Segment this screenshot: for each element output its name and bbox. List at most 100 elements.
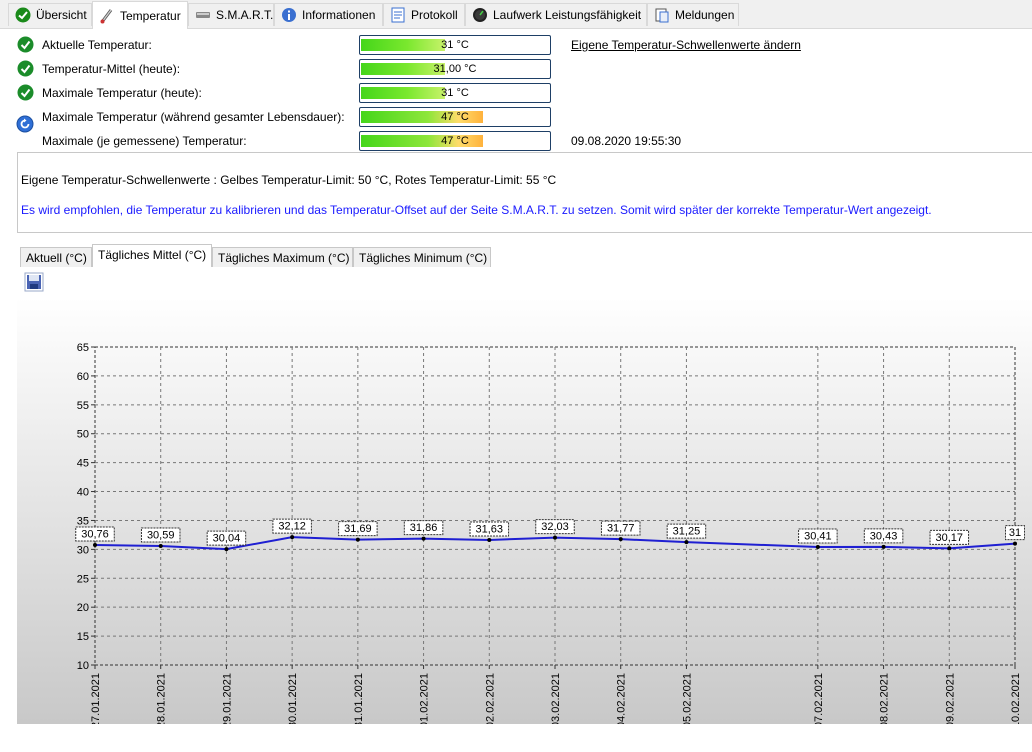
- log-icon: [390, 7, 406, 23]
- chart-tab-maximum[interactable]: Tägliches Maximum (°C): [212, 247, 353, 267]
- chart-tab-mittel[interactable]: Tägliches Mittel (°C): [92, 244, 212, 267]
- temperature-row: Aktuelle Temperatur: 31 °C Eigene Temperat…: [0, 35, 1032, 55]
- chart-tab-aktuell[interactable]: Aktuell (°C): [20, 247, 92, 267]
- temperature-bar: 31,00 °C: [359, 59, 551, 79]
- y-tick-label: 10: [77, 660, 89, 672]
- tab-label: Protokoll: [411, 8, 458, 22]
- data-label-box: [863, 528, 904, 544]
- temperature-bar-fill: [361, 63, 445, 75]
- y-tick-label: 50: [77, 429, 89, 441]
- temperature-bar: 47 °C: [359, 131, 551, 151]
- x-tick-label: 29.01.2021: [221, 673, 233, 724]
- data-label-box: [75, 526, 115, 542]
- data-point: [684, 540, 689, 545]
- calibration-hint: Es wird empfohlen, die Temperatur zu kal…: [21, 203, 932, 217]
- data-label-box: [929, 529, 970, 545]
- tab-laufwerk-leistung[interactable]: Laufwerk Leistungsfähigkeit: [465, 3, 647, 26]
- threshold-text: Eigene Temperatur-Schwellenwerte : Gelbe…: [21, 173, 557, 187]
- tab-informationen[interactable]: Informationen: [274, 3, 383, 26]
- data-label-box: [338, 521, 378, 537]
- x-tick-label: 27.01.2021: [90, 673, 102, 724]
- x-tick-label: 02.02.2021: [484, 673, 496, 724]
- x-tick-label: 05.02.2021: [681, 673, 693, 724]
- x-tick-label: 01.02.2021: [419, 673, 431, 724]
- y-tick-label: 30: [77, 544, 89, 556]
- temperature-bar-fill: [361, 39, 445, 51]
- temperature-row: Temperatur-Mittel (heute): 31,00 °C: [0, 59, 1032, 79]
- temperature-bar-fill: [361, 87, 445, 99]
- data-label-box: [272, 518, 312, 534]
- data-label: 32,03: [541, 521, 569, 533]
- data-point: [553, 535, 557, 540]
- x-tick-label: 30.01.2021: [287, 673, 299, 724]
- x-tick-label: 10.02.2021: [1010, 673, 1022, 724]
- tab-uebersicht[interactable]: Übersicht: [8, 3, 92, 26]
- temperature-bar: 47 °C: [359, 107, 551, 127]
- x-tick-label: 31.01.2021: [353, 673, 365, 724]
- y-tick-label: 35: [77, 515, 89, 527]
- data-label: 31,69: [344, 523, 372, 535]
- data-label: 30,41: [804, 530, 832, 542]
- temperature-label: Maximale (je gemessene) Temperatur:: [42, 134, 247, 148]
- data-point: [1013, 541, 1017, 546]
- y-tick-label: 40: [77, 487, 89, 499]
- data-label: 30,17: [936, 532, 964, 544]
- tab-smart[interactable]: S.M.A.R.T.: [188, 3, 274, 26]
- data-point: [947, 546, 952, 551]
- timestamp: 09.08.2020 19:55:30: [571, 134, 682, 148]
- temperature-value: 31 °C: [441, 39, 469, 51]
- temperature-label: Maximale Temperatur (heute):: [42, 86, 202, 100]
- refresh-icon[interactable]: [16, 115, 34, 133]
- chart-tab-minimum[interactable]: Tägliches Minimum (°C): [353, 247, 491, 267]
- data-point: [421, 536, 426, 541]
- data-label: 30,59: [147, 529, 175, 541]
- x-tick-label: 09.02.2021: [944, 673, 956, 724]
- message-icon: [654, 7, 670, 23]
- x-tick-label: 07.02.2021: [813, 673, 825, 724]
- x-tick-label: 08.02.2021: [879, 673, 891, 724]
- y-tick-label: 25: [77, 573, 89, 585]
- data-label-box: [798, 528, 838, 544]
- data-point: [158, 543, 163, 548]
- temperature-row: Maximale Temperatur (heute): 31 °C: [0, 83, 1032, 103]
- data-label-box: [1005, 525, 1025, 541]
- tab-temperatur[interactable]: Temperatur: [92, 1, 188, 29]
- check-icon: [17, 84, 34, 101]
- tab-label: Laufwerk Leistungsfähigkeit: [493, 8, 642, 22]
- check-circle-icon: [15, 7, 31, 23]
- change-thresholds-link[interactable]: Eigene Temperatur-Schwellenwerte ändern: [571, 38, 801, 52]
- save-icon[interactable]: [24, 272, 44, 292]
- data-label-box: [469, 521, 510, 537]
- y-tick-label: 15: [77, 631, 89, 643]
- x-tick-label: 03.02.2021: [550, 673, 562, 724]
- temperature-line-chart: 10 15 20 25 30 35 40 45 50 55 60 65 27.01.2021 28.01.…: [17, 298, 1032, 728]
- x-tick-label: 28.01.2021: [156, 673, 168, 724]
- main-tabbar: Übersicht Temperatur S.M.A.R.T. Informat…: [0, 0, 1032, 29]
- data-label-box: [403, 520, 444, 536]
- info-icon: [281, 7, 297, 23]
- series-line: [94, 536, 1016, 551]
- data-label-box: [666, 523, 707, 539]
- temperature-bar: 31 °C: [359, 83, 551, 103]
- temperature-value: 47 °C: [441, 135, 469, 147]
- chart-area: 10 15 20 25 30 35 40 45 50 55 60 65 27.01.2021 28.01.…: [17, 268, 1032, 728]
- tab-label: Temperatur: [120, 8, 181, 23]
- tab-protokoll[interactable]: Protokoll: [383, 3, 465, 26]
- data-label-box: [140, 527, 181, 543]
- data-point: [290, 535, 295, 540]
- data-label: 31,77: [607, 523, 635, 535]
- threshold-info-box: Eigene Temperatur-Schwellenwerte : Gelbe…: [17, 152, 1032, 233]
- data-label-box: [206, 530, 247, 546]
- y-tick-label: 60: [77, 371, 89, 383]
- temperature-value: 47 °C: [441, 111, 469, 123]
- chart-background: [17, 298, 1032, 724]
- temperature-label: Aktuelle Temperatur:: [42, 38, 152, 52]
- data-label: 32,12: [278, 521, 306, 533]
- data-label: 31,25: [673, 526, 701, 538]
- data-label-box: [535, 519, 575, 535]
- tab-label: S.M.A.R.T.: [216, 8, 274, 22]
- x-tick-label: 04.02.2021: [616, 673, 628, 724]
- temperature-bar-fill: [361, 135, 483, 147]
- tab-meldungen[interactable]: Meldungen: [647, 3, 739, 26]
- temperature-row: Maximale Temperatur (während gesamter Le…: [0, 107, 1032, 127]
